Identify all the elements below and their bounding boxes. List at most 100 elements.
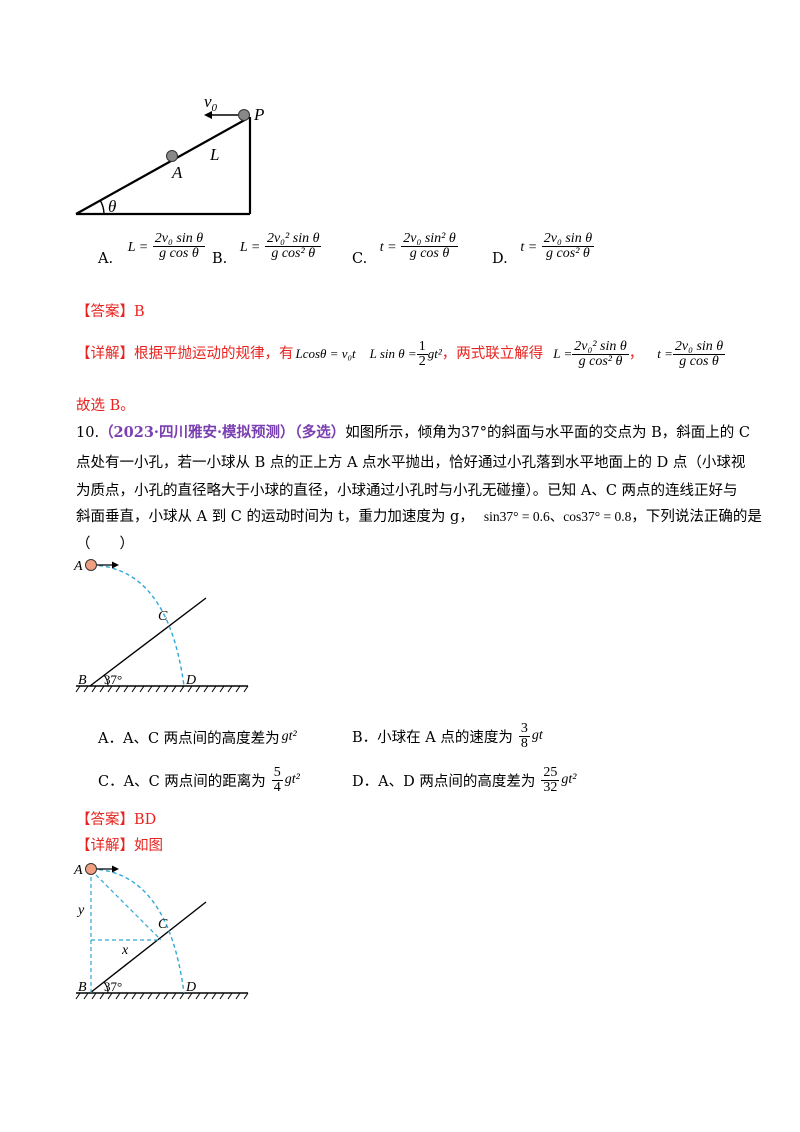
q10-line3: 为质点，小孔的直径略大于小球的直径，小球通过小孔时与小孔无碰撞）。已知 A、C … (76, 483, 738, 499)
incline-slope (75, 116, 251, 215)
q9-detail-eq4-frac: 2v₀ sin θ g cos θ (672, 339, 726, 369)
q10-line5: （ ） (76, 536, 134, 552)
q10-line4-math: sin37° = 0.6、cos37° = 0.8 (483, 509, 632, 524)
label-d: D (185, 673, 196, 688)
q10-answer-value: BD (134, 812, 157, 828)
ball-a (166, 150, 178, 162)
label-angle: 37° (104, 672, 122, 687)
q10-option-d-text: D．A、D 两点间的高度差为 (352, 773, 536, 790)
q10-option-b-frac: 3 8 (518, 720, 530, 751)
q9-detail-eq4-den: g cos θ (679, 353, 719, 369)
q10-option-c-den: 4 (273, 779, 281, 795)
label-d: D (185, 980, 196, 995)
label-y: y (76, 903, 85, 918)
q10-detail: 【详解】如图 (76, 836, 163, 856)
label-p: P (253, 105, 264, 124)
label-l: L (209, 145, 219, 164)
q9-option-d-frac: 2v₀ sin θ g cos² θ (541, 232, 595, 261)
q9-option-d-den: g cos² θ (546, 246, 590, 261)
q10-line4-b: ，下列说法正确的是 (631, 509, 762, 525)
theta-arc (99, 199, 105, 215)
q9-detail: 【详解】 根据平抛运动的规律，有 Lcosθ = v₀t L sin θ = 1… (76, 332, 726, 376)
velocity-arrowhead (204, 111, 212, 119)
label-theta: θ (108, 197, 116, 216)
q9-detail-comma: ， (628, 346, 644, 362)
q9-detail-eq2-frac: 1 2 (416, 338, 428, 369)
q9-answer: 【答案】B (76, 302, 145, 322)
q9-option-a-letter: A. (98, 250, 114, 267)
q10-option-d-frac: 25 32 (541, 764, 560, 795)
trajectory (91, 868, 185, 994)
q10-line4: 斜面垂直，小球从 A 到 C 的运动时间为 t，重力加速度为 g， sin37° … (76, 507, 762, 527)
q10-option-d-num: 25 (541, 764, 560, 781)
q9-detail-eq3-frac: 2v₀² sin θ g cos² θ (572, 338, 629, 369)
q9-detail-eq1: Lcosθ = v₀t (295, 346, 356, 361)
q9-option-c-den: g cos θ (409, 246, 450, 261)
q9-detail-text1: 根据平抛运动的规律，有 (134, 346, 294, 362)
q9-detail-eq3-num: 2v₀² sin θ (572, 338, 629, 355)
q9-detail-eq3-lhs: L = (553, 346, 573, 361)
slope-line (89, 901, 207, 994)
q9-option-b-letter: B. (212, 250, 228, 267)
label-c: C (158, 609, 168, 624)
q9-detail-eq2-num: 1 (416, 338, 428, 355)
q9-option-d-lhs: t = (520, 239, 538, 255)
q10-option-d-math: gt² (561, 772, 577, 787)
q9-answer-tag: 【答案】 (76, 304, 134, 320)
q10-option-b-text: B．小球在 A 点的速度为 (352, 729, 513, 746)
q10-number: 10. (76, 425, 100, 441)
q10-option-c: C．A、C 两点间的距离为 5 4 gt² (98, 762, 300, 798)
label-b: B (78, 673, 87, 688)
q9-option-b-frac: 2v₀² sin θ g cos² θ (264, 231, 322, 261)
q10-option-d-den: 32 (543, 779, 558, 795)
q9-option-a-den: g cos θ (159, 246, 199, 261)
line-ac (90, 869, 162, 941)
q9-option-b: B. L = 2v₀² sin θ g cos² θ (212, 231, 322, 267)
q9-option-c-num: 2v₀ sin² θ (401, 231, 458, 247)
label-a: A (171, 163, 183, 182)
q9-option-d: D. t = 2v₀ sin θ g cos² θ (492, 232, 595, 267)
q10-option-c-text: C．A、C 两点间的距离为 (98, 773, 266, 790)
q10-line4-a: 斜面垂直，小球从 A 到 C 的运动时间为 t，重力加速度为 g， (76, 509, 474, 525)
ground-hatch (75, 685, 249, 693)
trajectory (91, 564, 185, 687)
ball-a (85, 863, 97, 875)
q10-option-c-math: gt² (284, 772, 300, 787)
q9-option-b-num: 2v₀² sin θ (264, 231, 322, 247)
q9-option-a-lhs: L = (127, 239, 149, 255)
label-x: x (121, 943, 129, 958)
label-c: C (158, 917, 168, 932)
q9-detail-eq3-den: g cos² θ (578, 353, 623, 369)
angle-arc (103, 981, 109, 994)
q9-option-b-den: g cos² θ (271, 246, 316, 261)
q10-option-a: A．A、C 两点间的高度差为 gt² (98, 724, 297, 750)
q9-detail-text2: ，两式联立解得 (441, 346, 544, 362)
q9-detail-eq2-rhs: gt² (427, 346, 442, 361)
q9-option-d-letter: D. (492, 250, 508, 267)
velocity-arrowhead (112, 561, 119, 569)
figure-incline-projectile: v0 P L A θ (75, 92, 264, 216)
q10-option-c-frac: 5 4 (271, 765, 283, 795)
q10-detail-text: 如图 (134, 838, 163, 854)
figure-q10-solution: A y x C B D 37° (73, 863, 249, 1000)
label-b: B (78, 980, 87, 995)
ground-hatch (75, 992, 249, 1000)
q9-option-c-lhs: t = (379, 239, 397, 255)
q9-option-a: A. L = 2v₀ sin θ g cos θ (98, 231, 206, 267)
q9-detail-tag: 【详解】 (76, 346, 134, 362)
q10-option-b-num: 3 (520, 720, 528, 736)
label-v0: v0 (204, 92, 218, 114)
q10-option-d: D．A、D 两点间的高度差为 25 32 gt² (352, 762, 576, 798)
q10-line1-rest: 如图所示，倾角为37°的斜面与水平面的交点为 B，斜面上的 C (345, 425, 750, 441)
label-a: A (73, 559, 83, 574)
q9-option-a-frac: 2v₀ sin θ g cos θ (152, 231, 206, 261)
label-a: A (73, 863, 83, 878)
figure-q10: A C B D 37° (73, 559, 249, 693)
q10-option-b: B．小球在 A 点的速度为 3 8 gt (352, 718, 543, 754)
q9-option-a-num: 2v₀ sin θ (152, 231, 206, 247)
label-angle: 37° (104, 979, 122, 994)
q10-option-b-math: gt (531, 728, 543, 743)
ball-p (238, 109, 250, 121)
q10-answer: 【答案】BD (76, 810, 156, 830)
velocity-arrowhead (112, 865, 119, 873)
